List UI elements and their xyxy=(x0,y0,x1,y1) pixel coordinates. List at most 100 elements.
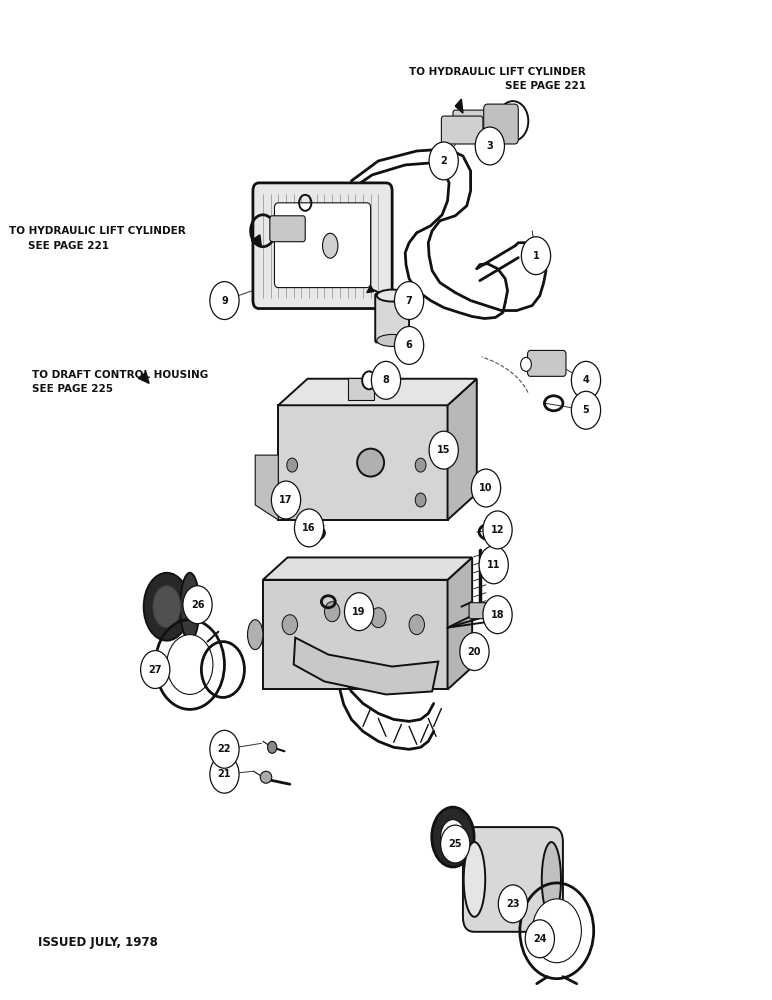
Ellipse shape xyxy=(432,807,474,867)
Text: 26: 26 xyxy=(191,600,205,610)
Polygon shape xyxy=(138,372,149,383)
Ellipse shape xyxy=(153,586,181,628)
Text: 20: 20 xyxy=(468,647,481,657)
Circle shape xyxy=(272,481,300,519)
FancyBboxPatch shape xyxy=(484,104,518,144)
Circle shape xyxy=(394,326,424,364)
Ellipse shape xyxy=(323,233,338,258)
Circle shape xyxy=(498,885,527,923)
Text: 11: 11 xyxy=(487,560,500,570)
Text: ISSUED JULY, 1978: ISSUED JULY, 1978 xyxy=(39,936,158,949)
Text: 12: 12 xyxy=(491,525,504,535)
FancyBboxPatch shape xyxy=(275,203,371,288)
Circle shape xyxy=(472,469,500,507)
Circle shape xyxy=(282,615,297,635)
Circle shape xyxy=(409,615,425,635)
Text: 15: 15 xyxy=(437,445,450,455)
Circle shape xyxy=(521,237,550,275)
Text: 9: 9 xyxy=(221,296,228,306)
Ellipse shape xyxy=(377,334,408,346)
Circle shape xyxy=(429,431,459,469)
Polygon shape xyxy=(252,235,262,247)
Ellipse shape xyxy=(542,842,561,917)
Text: 5: 5 xyxy=(583,405,589,415)
FancyBboxPatch shape xyxy=(463,827,563,932)
Text: 18: 18 xyxy=(491,610,504,620)
Circle shape xyxy=(571,391,601,429)
Ellipse shape xyxy=(144,573,190,641)
Text: 1: 1 xyxy=(533,251,540,261)
FancyBboxPatch shape xyxy=(469,603,491,619)
Circle shape xyxy=(476,127,504,165)
Circle shape xyxy=(525,920,554,958)
Text: SEE PAGE 221: SEE PAGE 221 xyxy=(29,241,110,251)
Ellipse shape xyxy=(260,771,272,783)
Text: 27: 27 xyxy=(148,665,162,675)
Circle shape xyxy=(441,825,470,863)
Polygon shape xyxy=(279,379,477,405)
Text: 7: 7 xyxy=(406,296,412,306)
Polygon shape xyxy=(263,580,448,689)
Circle shape xyxy=(483,596,512,634)
Circle shape xyxy=(483,511,512,549)
Text: 2: 2 xyxy=(440,156,447,166)
Polygon shape xyxy=(455,99,463,113)
Polygon shape xyxy=(293,638,438,694)
Ellipse shape xyxy=(464,842,486,917)
Text: 19: 19 xyxy=(352,607,366,617)
Ellipse shape xyxy=(377,290,408,302)
Text: 22: 22 xyxy=(218,744,231,754)
Text: 10: 10 xyxy=(479,483,493,493)
Text: 24: 24 xyxy=(533,934,547,944)
Text: 6: 6 xyxy=(406,340,412,350)
Ellipse shape xyxy=(357,449,384,477)
Circle shape xyxy=(286,458,297,472)
Text: 23: 23 xyxy=(506,899,520,909)
Text: 17: 17 xyxy=(279,495,293,505)
FancyBboxPatch shape xyxy=(453,110,494,138)
Text: TO HYDRAULIC LIFT CYLINDER: TO HYDRAULIC LIFT CYLINDER xyxy=(9,226,186,236)
Circle shape xyxy=(362,371,376,389)
Circle shape xyxy=(268,741,277,753)
Circle shape xyxy=(394,282,424,320)
Circle shape xyxy=(520,357,531,371)
Text: 3: 3 xyxy=(486,141,493,151)
Text: TO DRAFT CONTROL HOUSING: TO DRAFT CONTROL HOUSING xyxy=(32,370,208,380)
Text: 21: 21 xyxy=(218,769,231,779)
Ellipse shape xyxy=(248,620,263,650)
Circle shape xyxy=(210,730,239,768)
Circle shape xyxy=(571,361,601,399)
Text: 16: 16 xyxy=(303,523,316,533)
Polygon shape xyxy=(448,557,472,689)
Circle shape xyxy=(371,361,401,399)
Circle shape xyxy=(294,509,323,547)
Circle shape xyxy=(324,602,340,622)
Polygon shape xyxy=(263,557,472,580)
FancyBboxPatch shape xyxy=(270,216,305,242)
Ellipse shape xyxy=(441,820,466,855)
Circle shape xyxy=(371,608,386,628)
Circle shape xyxy=(532,899,581,963)
Polygon shape xyxy=(367,286,374,293)
Circle shape xyxy=(210,755,239,793)
Polygon shape xyxy=(448,379,477,520)
FancyBboxPatch shape xyxy=(375,294,409,342)
FancyBboxPatch shape xyxy=(527,350,566,376)
FancyBboxPatch shape xyxy=(347,378,374,400)
Circle shape xyxy=(415,458,426,472)
Text: 8: 8 xyxy=(383,375,389,385)
Ellipse shape xyxy=(180,573,199,641)
Text: 25: 25 xyxy=(449,839,462,849)
Circle shape xyxy=(210,282,239,320)
Circle shape xyxy=(183,586,212,624)
Text: 4: 4 xyxy=(583,375,589,385)
Text: TO HYDRAULIC LIFT CYLINDER: TO HYDRAULIC LIFT CYLINDER xyxy=(409,67,586,77)
Circle shape xyxy=(167,635,213,694)
Circle shape xyxy=(479,546,508,584)
Circle shape xyxy=(286,493,297,507)
Text: SEE PAGE 221: SEE PAGE 221 xyxy=(505,81,586,91)
Circle shape xyxy=(344,593,374,631)
Circle shape xyxy=(415,493,426,507)
FancyBboxPatch shape xyxy=(442,116,483,144)
Polygon shape xyxy=(279,405,448,520)
